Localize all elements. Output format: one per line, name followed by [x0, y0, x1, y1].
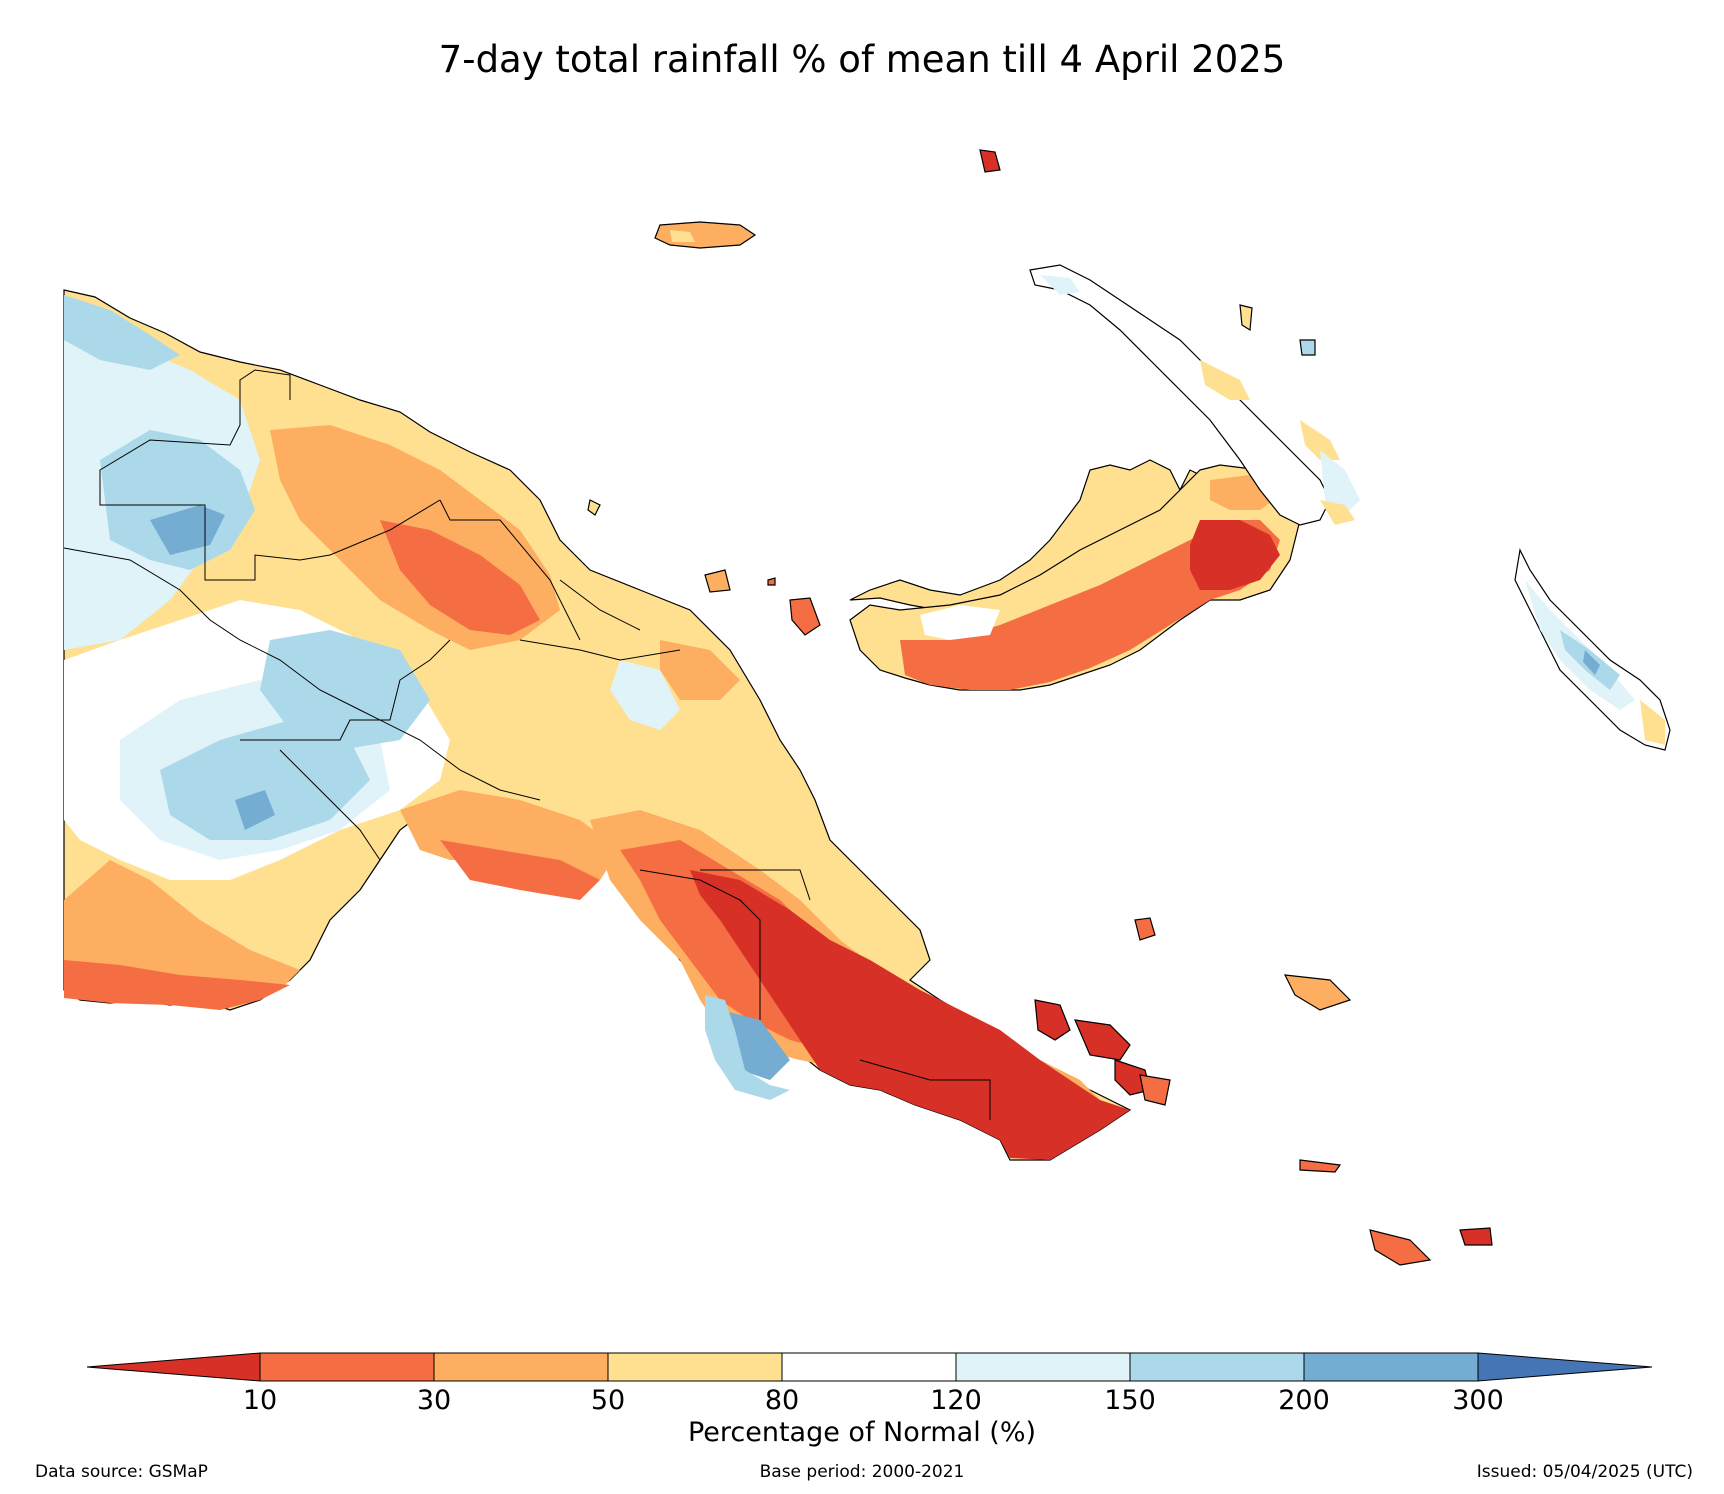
north-coast-blue: [610, 660, 680, 730]
colorbar-80-120: [781, 1352, 957, 1382]
new-britain: [849, 459, 1301, 691]
bougainville: [1514, 548, 1671, 751]
manus-island: [654, 221, 757, 249]
colorbar-tick-50: 50: [590, 1385, 626, 1416]
map-title: 7-day total rainfall % of mean till 4 Ap…: [438, 38, 1286, 81]
colorbar: [86, 1352, 1653, 1382]
papuan-tail-red: [690, 870, 1130, 1160]
colorbar-tick-150: 150: [1104, 1385, 1156, 1416]
colorbar-tick-30: 30: [416, 1385, 452, 1416]
new-ireland: [1029, 264, 1360, 526]
colorbar-tick-120: 120: [930, 1385, 982, 1416]
colorbar-10-30: [259, 1352, 435, 1382]
eastern-islands: [587, 149, 1493, 1266]
colorbar-tick-200: 200: [1278, 1385, 1330, 1416]
mainland: [63, 289, 1132, 1161]
colorbar-tick-300: 300: [1452, 1385, 1504, 1416]
coastal-south-red: [440, 840, 600, 900]
west-mid-blue: [100, 430, 255, 570]
issued-date: Issued: 05/04/2025 (UTC): [1476, 1462, 1693, 1482]
colorbar-over: [1477, 1352, 1653, 1382]
colorbar-tick-80: 80: [764, 1385, 800, 1416]
north-coast-orange: [660, 640, 740, 700]
southwest-dark-orange: [64, 960, 290, 1010]
colorbar-50-80: [607, 1352, 783, 1382]
provincial-borders: [63, 369, 991, 1120]
colorbar-tick-10: 10: [242, 1385, 278, 1416]
center-dark-blue: [235, 790, 275, 830]
west-dark-blue: [150, 505, 225, 555]
colorbar-under: [86, 1352, 261, 1382]
colorbar-30-50: [433, 1352, 609, 1382]
colorbar-150-200: [1129, 1352, 1305, 1382]
west-blue-north: [64, 295, 180, 370]
data-source: Data source: GSMaP: [35, 1462, 208, 1482]
center-mid-blue: [160, 720, 370, 840]
colorbar-200-300: [1303, 1352, 1479, 1382]
colorbar-120-150: [955, 1352, 1131, 1382]
highlands-dark-orange: [380, 520, 540, 635]
new-ireland-base: [1029, 264, 1331, 526]
gulf-light-blue: [705, 995, 790, 1100]
base-period: Base period: 2000-2021: [759, 1462, 965, 1482]
colorbar-label: Percentage of Normal (%): [687, 1417, 1037, 1448]
